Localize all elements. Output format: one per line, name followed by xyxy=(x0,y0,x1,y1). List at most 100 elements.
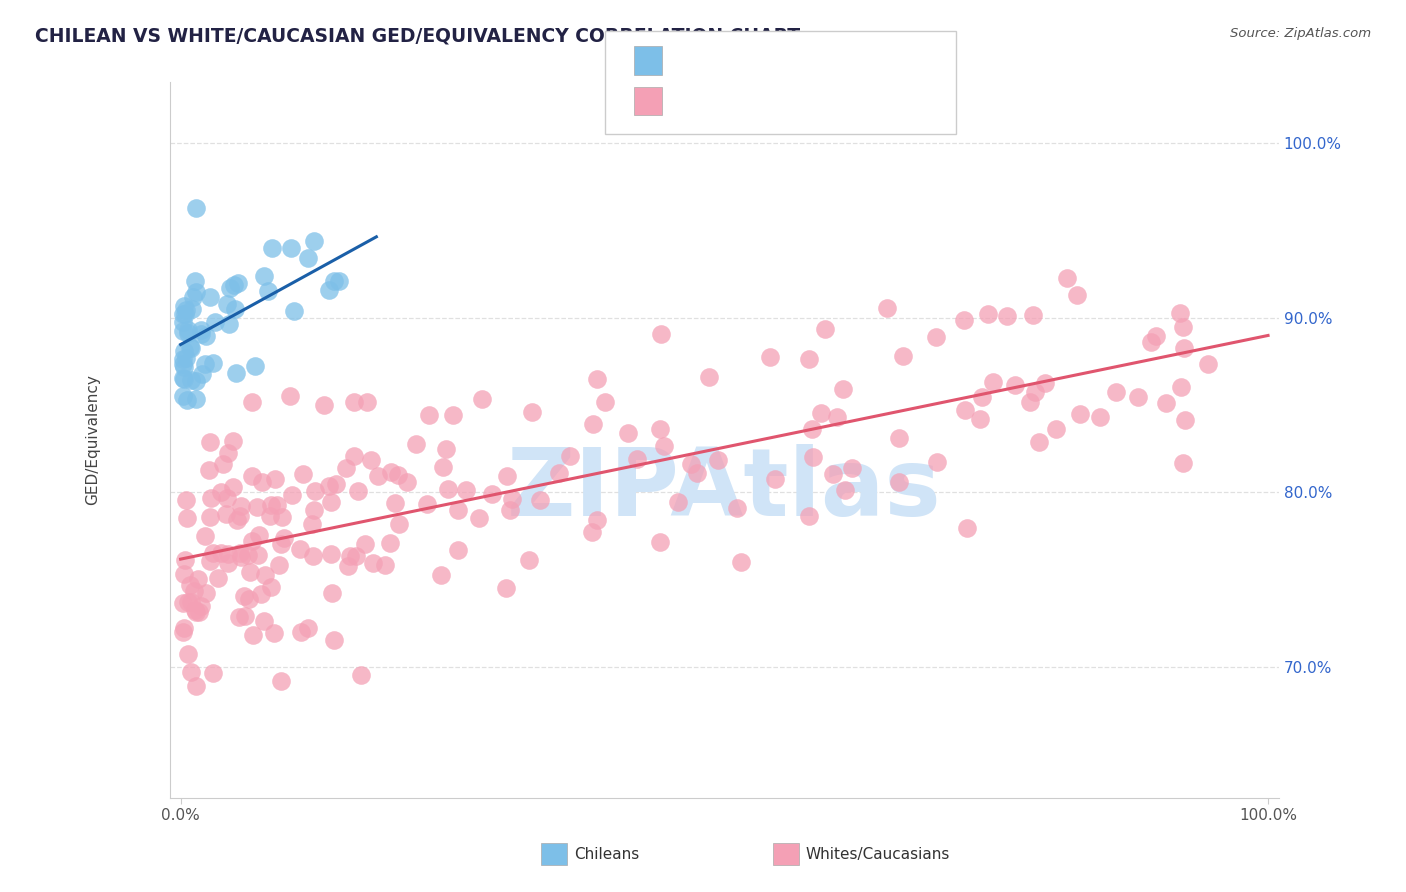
Point xyxy=(319,495,342,509)
Point xyxy=(215,296,238,310)
Point xyxy=(995,309,1018,323)
Point xyxy=(180,373,202,387)
Point xyxy=(179,341,201,355)
Text: Source: ZipAtlas.com: Source: ZipAtlas.com xyxy=(1230,27,1371,40)
Point xyxy=(198,290,221,304)
Point xyxy=(1024,385,1046,400)
Point xyxy=(1056,271,1078,285)
Text: 53: 53 xyxy=(808,54,834,71)
Point xyxy=(1088,410,1111,425)
Point xyxy=(184,274,207,288)
Point xyxy=(925,330,948,344)
Point xyxy=(217,556,239,570)
Point xyxy=(173,307,195,321)
Point xyxy=(228,610,250,624)
Point xyxy=(273,531,295,545)
Point xyxy=(344,549,367,564)
Point xyxy=(172,389,194,403)
Point xyxy=(180,341,202,355)
Point xyxy=(173,360,195,375)
Point xyxy=(1028,434,1050,449)
Point xyxy=(501,491,523,506)
Point xyxy=(228,546,250,560)
Point xyxy=(616,426,638,441)
Point xyxy=(232,589,254,603)
Point xyxy=(183,584,205,599)
Point xyxy=(666,495,689,509)
Point xyxy=(193,529,215,543)
Point xyxy=(218,280,240,294)
Point xyxy=(202,665,225,680)
Point xyxy=(297,251,319,265)
Point xyxy=(969,412,991,426)
Point xyxy=(269,558,291,572)
Text: ZIPAtlas: ZIPAtlas xyxy=(508,444,942,536)
Point xyxy=(517,552,540,566)
Y-axis label: GED/Equivalency: GED/Equivalency xyxy=(86,375,100,506)
Point xyxy=(548,467,571,481)
Point xyxy=(280,389,302,403)
Point xyxy=(202,356,225,370)
Point xyxy=(224,301,246,316)
Point xyxy=(200,491,222,505)
Point xyxy=(1171,320,1194,334)
Point xyxy=(198,434,221,449)
Point xyxy=(190,327,212,342)
Point xyxy=(254,568,277,582)
Point xyxy=(1018,394,1040,409)
Point xyxy=(184,392,207,406)
Point xyxy=(586,513,609,527)
Point xyxy=(1045,422,1067,436)
Point xyxy=(1168,306,1191,320)
Point xyxy=(378,536,401,550)
Point xyxy=(184,603,207,617)
Point xyxy=(198,509,221,524)
Point xyxy=(1173,341,1195,355)
Point xyxy=(529,492,551,507)
Text: R =: R = xyxy=(676,94,713,112)
Point xyxy=(429,567,451,582)
Point xyxy=(184,374,207,388)
Point xyxy=(217,446,239,460)
Point xyxy=(180,595,202,609)
Point xyxy=(173,299,195,313)
Point xyxy=(222,480,245,494)
Point xyxy=(725,501,748,516)
Point xyxy=(209,546,232,560)
Point xyxy=(823,467,845,481)
Point xyxy=(207,571,229,585)
Point xyxy=(260,499,283,513)
Point xyxy=(177,326,200,340)
Point xyxy=(347,483,370,498)
Point xyxy=(318,479,340,493)
Point xyxy=(328,274,350,288)
Point xyxy=(416,497,439,511)
Point xyxy=(827,409,849,424)
Point xyxy=(173,372,195,386)
Point xyxy=(252,475,274,489)
Point xyxy=(467,510,489,524)
Point xyxy=(1022,308,1045,322)
Point xyxy=(367,469,389,483)
Text: N =: N = xyxy=(772,94,808,112)
Point xyxy=(697,370,720,384)
Point xyxy=(172,371,194,385)
Point xyxy=(184,285,207,300)
Point xyxy=(253,269,276,284)
Point xyxy=(626,452,648,467)
Point xyxy=(354,537,377,551)
Point xyxy=(180,665,202,680)
Point xyxy=(260,581,283,595)
Point xyxy=(441,408,464,422)
Point xyxy=(887,432,910,446)
Point xyxy=(321,547,343,561)
Point xyxy=(259,509,281,524)
Text: 0.822: 0.822 xyxy=(716,94,773,112)
Point xyxy=(231,500,253,514)
Point xyxy=(172,352,194,367)
Point xyxy=(336,558,359,573)
Point xyxy=(876,301,898,315)
Point xyxy=(283,304,305,318)
Point xyxy=(1173,456,1195,470)
Point xyxy=(181,301,204,316)
